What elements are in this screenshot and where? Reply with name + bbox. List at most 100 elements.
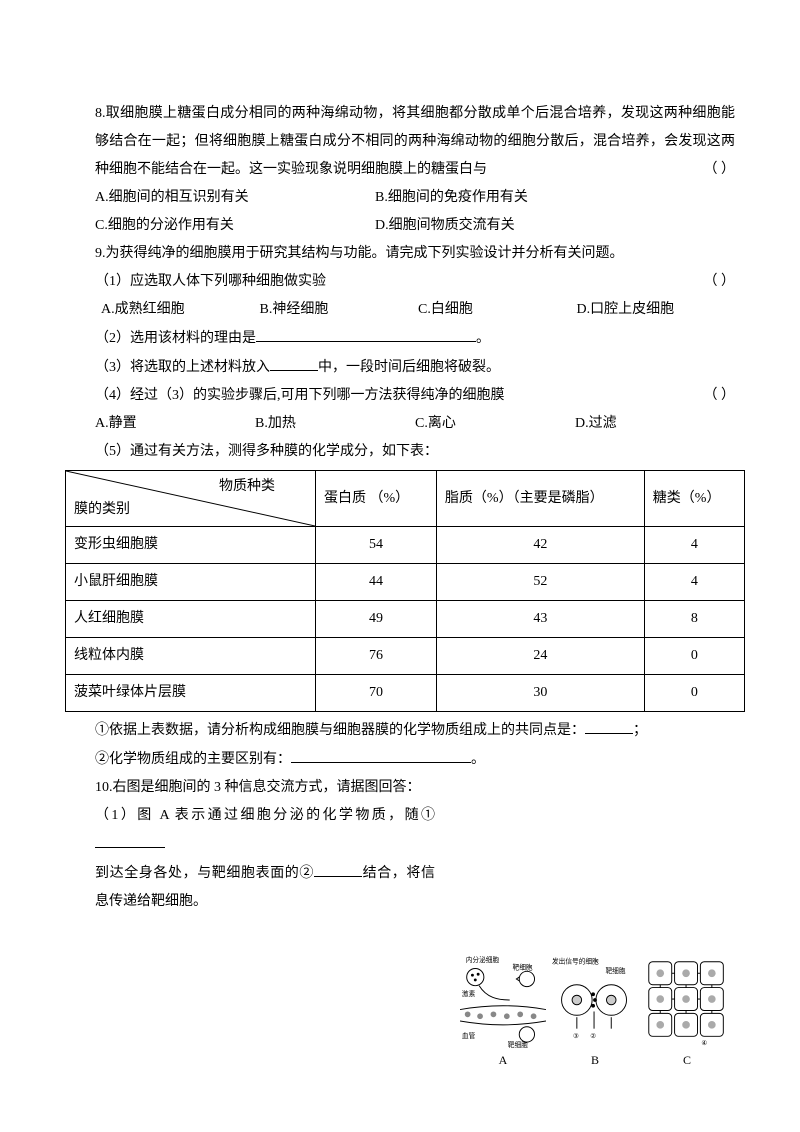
diag-bot-label: 膜的类别 bbox=[74, 496, 130, 524]
cell: 54 bbox=[316, 527, 437, 564]
cell: 8 bbox=[644, 601, 744, 638]
table-row: 小鼠肝细胞膜44524 bbox=[66, 564, 745, 601]
q9-p4: （4）经过（3）的实验步骤后,可用下列哪一方法获得纯净的细胞膜 （ ） bbox=[95, 382, 735, 410]
cell: 43 bbox=[436, 601, 644, 638]
svg-text:血管: 血管 bbox=[462, 1031, 476, 1040]
table-row: 人红细胞膜49438 bbox=[66, 601, 745, 638]
fig-label-B: B bbox=[591, 1048, 599, 1072]
q9-p4C: C.离心 bbox=[415, 410, 575, 438]
q8-options-row1: A.细胞间的相互识别有关 B.细胞间的免疫作用有关 bbox=[95, 184, 735, 212]
svg-text:靶细胞: 靶细胞 bbox=[508, 1040, 528, 1048]
diagram-B-icon: 发出信号的细胞 靶细胞 ③ ② bbox=[552, 952, 638, 1048]
q8-stem: 8.取细胞膜上糖蛋白成分相同的两种海绵动物，将其细胞都分散成单个后混合培养，发现… bbox=[95, 100, 735, 184]
table-row: 线粒体内膜76240 bbox=[66, 638, 745, 675]
blank-input[interactable] bbox=[95, 830, 165, 848]
svg-text:②: ② bbox=[590, 1032, 596, 1040]
q9-p1C: C.白细胞 bbox=[418, 296, 577, 324]
diag-top-label: 物质种类 bbox=[219, 473, 275, 501]
q9-p1A: A.成熟红细胞 bbox=[101, 296, 260, 324]
q8-optC: C.细胞的分泌作用有关 bbox=[95, 212, 375, 240]
figure-panel-B: 发出信号的细胞 靶细胞 ③ ② B bbox=[552, 952, 638, 1072]
figure-panel-C: ④ C bbox=[644, 952, 730, 1072]
svg-text:发出信号的细胞: 发出信号的细胞 bbox=[552, 957, 599, 966]
q9-p3b: 中，一段时间后细胞将破裂。 bbox=[318, 360, 500, 375]
q8-optB: B.细胞间的免疫作用有关 bbox=[375, 184, 735, 212]
q9-p1-paren: （ ） bbox=[704, 268, 736, 296]
cell: 70 bbox=[316, 675, 437, 712]
cell: 49 bbox=[316, 601, 437, 638]
cell: 30 bbox=[436, 675, 644, 712]
blank-input[interactable] bbox=[291, 745, 471, 763]
cell: 44 bbox=[316, 564, 437, 601]
svg-text:激素: 激素 bbox=[462, 989, 476, 998]
table-header-row: 物质种类 膜的类别 蛋白质 （%） 脂质（%）（主要是磷脂） 糖类（%） bbox=[66, 471, 745, 527]
q8-optA: A.细胞间的相互识别有关 bbox=[95, 184, 375, 212]
col2-header: 脂质（%）（主要是磷脂） bbox=[436, 471, 644, 527]
figure-wrap: 内分泌细胞 靶细胞 激素 血管 靶细胞 A 发出信号的细胞 靶细胞 ③ bbox=[460, 952, 730, 1072]
q10-p1-line2: 到达全身各处，与靶细胞表面的②结合，将信息传递给靶细胞。 bbox=[95, 859, 435, 916]
q9-p3a: （3）将选取的上述材料放入 bbox=[95, 360, 270, 375]
svg-text:④: ④ bbox=[701, 1039, 707, 1047]
q9-p2b: 。 bbox=[476, 331, 490, 346]
q9-p5: （5）通过有关方法，测得多种膜的化学成分，如下表： bbox=[95, 438, 735, 466]
q9-stem: 9.为获得纯净的细胞膜用于研究其结构与功能。请完成下列实验设计并分析有关问题。 bbox=[95, 240, 735, 268]
q9-p4D: D.过滤 bbox=[575, 410, 735, 438]
q10-p1-line1: （1）图 A 表示通过细胞分泌的化学物质，随① bbox=[95, 802, 435, 859]
q9-p4A: A.静置 bbox=[95, 410, 255, 438]
blank-input[interactable] bbox=[256, 324, 476, 342]
q10-p1b: 到达全身各处，与靶细胞表面的② bbox=[95, 866, 314, 881]
cell: 0 bbox=[644, 675, 744, 712]
q9-p4-text: （4）经过（3）的实验步骤后,可用下列哪一方法获得纯净的细胞膜 bbox=[95, 388, 505, 403]
q9-5-2b: 。 bbox=[471, 752, 485, 767]
cell: 52 bbox=[436, 564, 644, 601]
cell: 76 bbox=[316, 638, 437, 675]
q9-5-1b: ； bbox=[633, 723, 647, 738]
q9-p1D: D.口腔上皮细胞 bbox=[577, 296, 736, 324]
cell: 4 bbox=[644, 527, 744, 564]
fig-label-A: A bbox=[499, 1048, 508, 1072]
q9-p4-paren: （ ） bbox=[704, 382, 736, 410]
q9-p1: （1）应选取人体下列哪种细胞做实验 （ ） bbox=[95, 268, 735, 296]
row-name: 菠菜叶绿体片层膜 bbox=[66, 675, 316, 712]
figure-panel-A: 内分泌细胞 靶细胞 激素 血管 靶细胞 A bbox=[460, 952, 546, 1072]
blank-input[interactable] bbox=[314, 859, 362, 877]
q9-5-1: ①依据上表数据，请分析构成细胞膜与细胞器膜的化学物质组成上的共同点是： ； bbox=[95, 716, 735, 745]
q8-paren: （ ） bbox=[704, 156, 736, 184]
q9-5-2a: ②化学物质组成的主要区别有： bbox=[95, 752, 291, 767]
blank-input[interactable] bbox=[270, 353, 318, 371]
svg-text:靶细胞: 靶细胞 bbox=[606, 966, 626, 975]
cell: 24 bbox=[436, 638, 644, 675]
q10-p1a: （1）图 A 表示通过细胞分泌的化学物质，随① bbox=[95, 808, 435, 823]
row-name: 变形虫细胞膜 bbox=[66, 527, 316, 564]
col1-header: 蛋白质 （%） bbox=[316, 471, 437, 527]
svg-text:内分泌细胞: 内分泌细胞 bbox=[466, 955, 500, 964]
q9-p3: （3）将选取的上述材料放入 中，一段时间后细胞将破裂。 bbox=[95, 353, 735, 382]
col3-header: 糖类（%） bbox=[644, 471, 744, 527]
cell: 4 bbox=[644, 564, 744, 601]
q9-p2: （2）选用该材料的理由是。 bbox=[95, 324, 735, 353]
svg-text:靶细胞: 靶细胞 bbox=[513, 962, 533, 971]
diagram-A-icon: 内分泌细胞 靶细胞 激素 血管 靶细胞 bbox=[460, 952, 546, 1048]
fig-label-C: C bbox=[683, 1048, 691, 1072]
row-name: 线粒体内膜 bbox=[66, 638, 316, 675]
cell: 0 bbox=[644, 638, 744, 675]
q8-optD: D.细胞间物质交流有关 bbox=[375, 212, 735, 240]
table-row: 菠菜叶绿体片层膜70300 bbox=[66, 675, 745, 712]
blank-input[interactable] bbox=[585, 716, 633, 734]
q9-p1B: B.神经细胞 bbox=[260, 296, 419, 324]
q9-p1-text: （1）应选取人体下列哪种细胞做实验 bbox=[95, 274, 326, 289]
q9-p4-options: A.静置 B.加热 C.离心 D.过滤 bbox=[95, 410, 735, 438]
table-row: 变形虫细胞膜54424 bbox=[66, 527, 745, 564]
cell: 42 bbox=[436, 527, 644, 564]
q9-p1-options: A.成熟红细胞 B.神经细胞 C.白细胞 D.口腔上皮细胞 bbox=[95, 296, 735, 324]
q9-5-1a: ①依据上表数据，请分析构成细胞膜与细胞器膜的化学物质组成上的共同点是： bbox=[95, 723, 585, 738]
q9-p4B: B.加热 bbox=[255, 410, 415, 438]
row-name: 人红细胞膜 bbox=[66, 601, 316, 638]
row-name: 小鼠肝细胞膜 bbox=[66, 564, 316, 601]
q9-5-2: ②化学物质组成的主要区别有： 。 bbox=[95, 745, 735, 774]
q8-stem-text: 8.取细胞膜上糖蛋白成分相同的两种海绵动物，将其细胞都分散成单个后混合培养，发现… bbox=[95, 106, 735, 177]
composition-table: 物质种类 膜的类别 蛋白质 （%） 脂质（%）（主要是磷脂） 糖类（%） 变形虫… bbox=[65, 470, 745, 712]
diag-header-cell: 物质种类 膜的类别 bbox=[66, 471, 316, 527]
q10-stem: 10.右图是细胞间的 3 种信息交流方式，请据图回答： bbox=[95, 774, 735, 802]
svg-text:③: ③ bbox=[573, 1032, 579, 1040]
